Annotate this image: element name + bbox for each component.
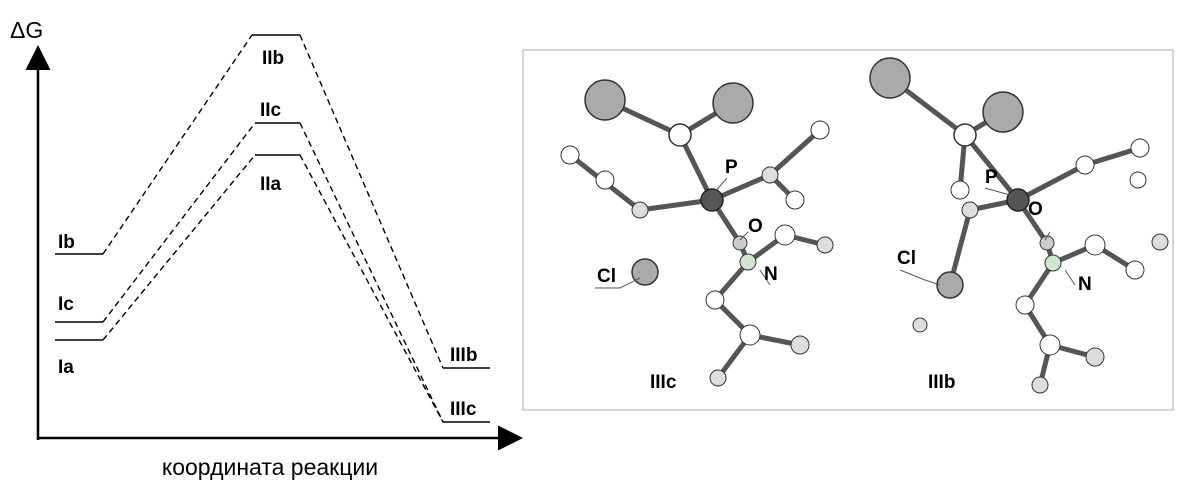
structure-label: IIIc xyxy=(650,372,677,393)
level-label: Ib xyxy=(58,232,75,253)
level-label: Ia xyxy=(58,357,74,378)
atom-label: Cl xyxy=(597,266,616,287)
level-label: Ic xyxy=(58,294,74,315)
x-axis-label: координата реакции xyxy=(162,454,378,480)
level-label: IIb xyxy=(262,48,284,69)
level-label: IIc xyxy=(260,100,282,121)
atom-label: N xyxy=(1078,274,1092,295)
y-axis-label: ΔG xyxy=(10,17,43,43)
level-label: IIIc xyxy=(450,399,477,420)
atom-label: P xyxy=(985,167,998,188)
atom-label: P xyxy=(725,157,738,178)
atom-label: O xyxy=(1028,199,1043,220)
energy-profile: ΔG координата реакции Ib Ic Ia IIb IIc I… xyxy=(10,17,518,480)
figure: ΔG координата реакции Ib Ic Ia IIb IIc I… xyxy=(0,0,1183,484)
atom-label: N xyxy=(764,264,778,285)
level-label: IIa xyxy=(260,174,282,195)
level-label: IIIb xyxy=(450,345,477,366)
paths xyxy=(103,35,443,422)
atom-label: Cl xyxy=(897,248,916,269)
structure-label: IIIb xyxy=(928,372,955,393)
atom-label: O xyxy=(748,216,763,237)
